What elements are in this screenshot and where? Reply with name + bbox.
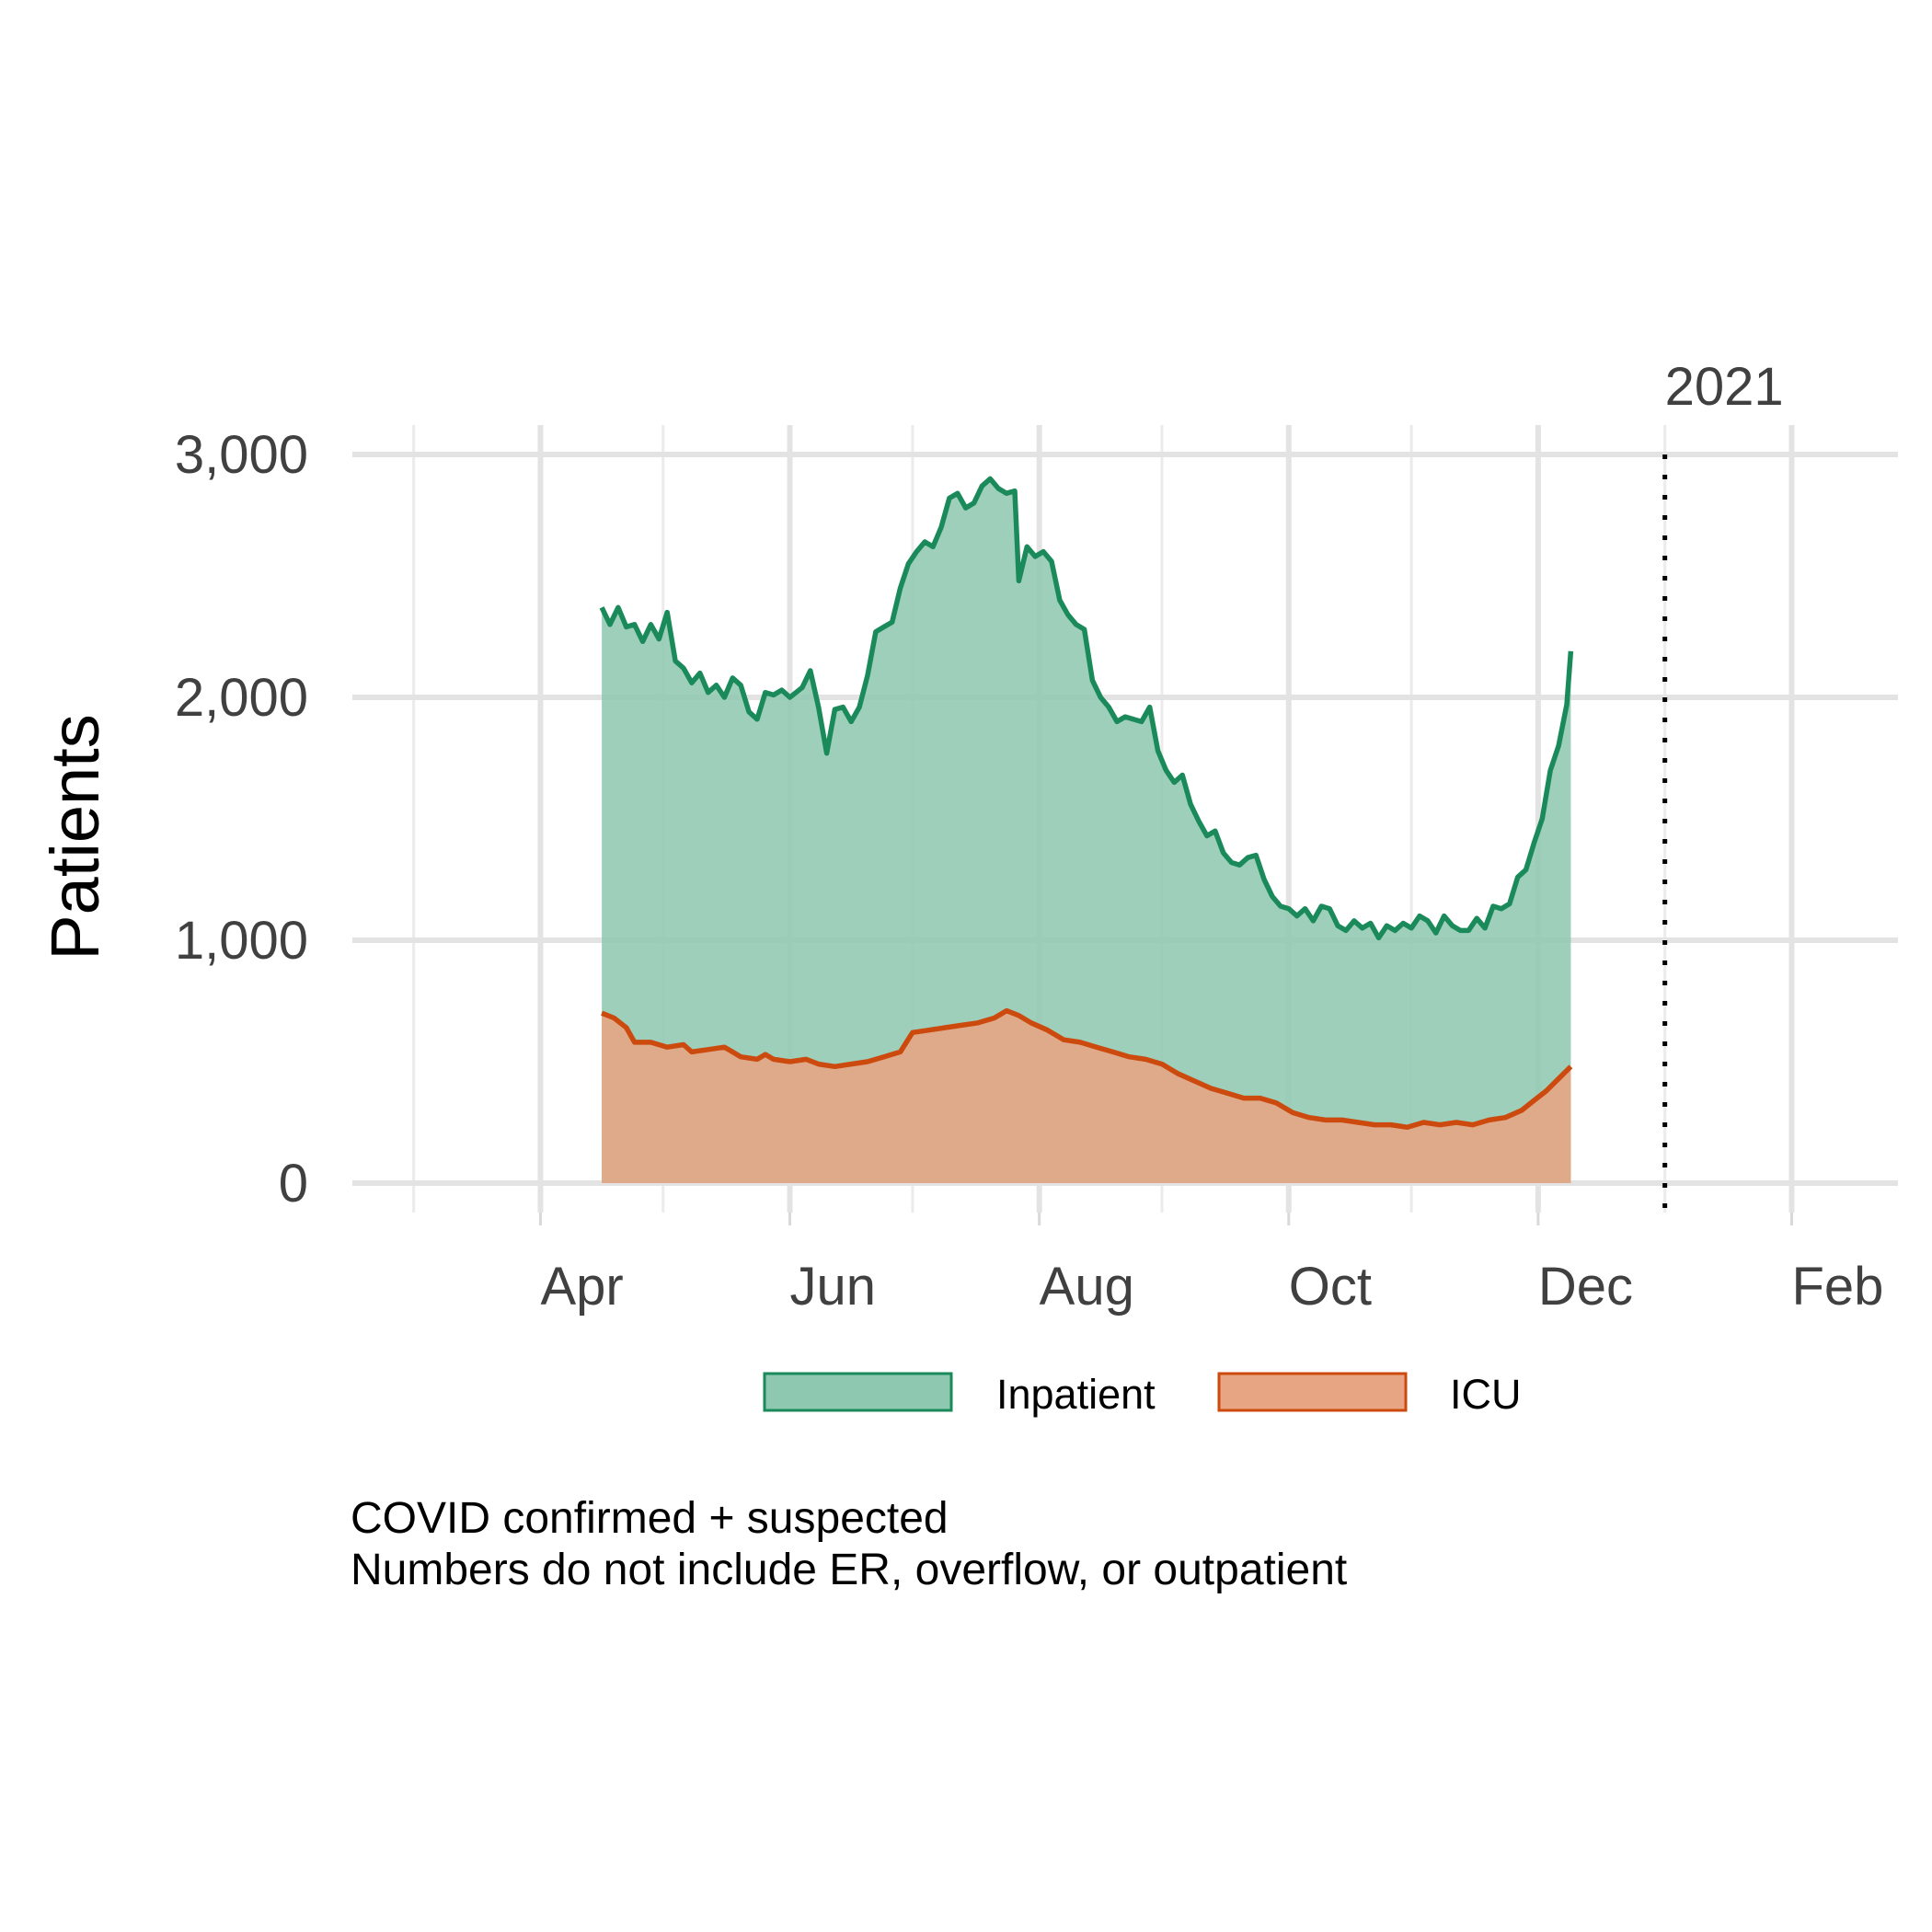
- legend-swatch-icu: [1217, 1372, 1408, 1412]
- inpatient-area: [602, 478, 1571, 1183]
- caption-line-2: Numbers do not include ER, overflow, or …: [351, 1546, 1347, 1594]
- x-tick-label: Oct: [1289, 1257, 1372, 1317]
- x-tick-label: Apr: [540, 1257, 623, 1317]
- legend: Inpatient ICU: [763, 1371, 1522, 1418]
- x-tick-label: Aug: [1040, 1257, 1134, 1317]
- y-axis-ticks: 0 1,000 2,000 3,000: [175, 425, 308, 1213]
- y-tick-label: 1,000: [175, 911, 308, 971]
- year-marker-label: 2021: [1665, 357, 1784, 417]
- series-areas: [602, 478, 1571, 1183]
- legend-label-inpatient: Inpatient: [996, 1371, 1156, 1418]
- y-axis-label: Patients: [37, 714, 113, 960]
- x-tick-label: Feb: [1791, 1257, 1883, 1317]
- y-tick-label: 0: [279, 1154, 308, 1213]
- x-tick-label: Dec: [1538, 1257, 1633, 1317]
- legend-label-icu: ICU: [1450, 1371, 1522, 1418]
- y-tick-label: 2,000: [175, 668, 308, 728]
- y-tick-label: 3,000: [175, 425, 308, 485]
- x-tick-label: Jun: [790, 1257, 877, 1317]
- inpatient-line: [599, 476, 1574, 941]
- icu-area: [602, 1010, 1571, 1183]
- icu-line: [601, 1007, 1573, 1131]
- legend-swatch-inpatient: [763, 1372, 953, 1412]
- series-lines: [599, 476, 1574, 1131]
- caption-line-1: COVID confirmed + suspected: [351, 1494, 949, 1543]
- x-axis-ticks: Apr Jun Aug Oct Dec Feb: [538, 1213, 1883, 1317]
